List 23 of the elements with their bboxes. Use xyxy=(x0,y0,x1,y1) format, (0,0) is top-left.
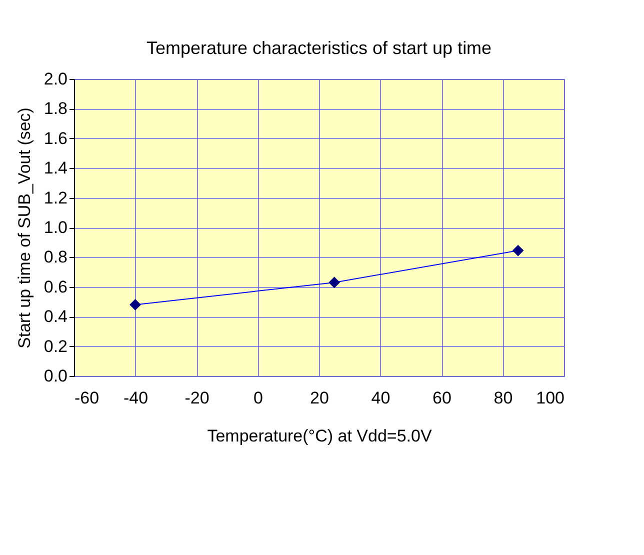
chart-title: Temperature characteristics of start up time xyxy=(146,38,492,58)
x-tick-label: -20 xyxy=(184,388,210,408)
x-tick-label: -40 xyxy=(123,388,148,408)
x-tick-label: 60 xyxy=(432,388,452,408)
y-tick-label: 1.0 xyxy=(44,218,68,237)
y-tick-label: 0.4 xyxy=(44,307,68,326)
y-tick-label: 0.8 xyxy=(44,248,68,267)
y-tick-label: 0.0 xyxy=(44,366,68,386)
x-axis-title: Temperature(°C) at Vdd=5.0V xyxy=(207,426,432,446)
y-tick-label: 0.2 xyxy=(44,336,68,356)
y-tick-label: 0.6 xyxy=(44,277,68,296)
y-axis-title: Start up time of SUB_Vout (sec) xyxy=(14,108,34,348)
y-tick-label: 2.0 xyxy=(44,70,68,88)
x-tick-label: -60 xyxy=(74,388,100,408)
y-tick-label: 1.2 xyxy=(44,188,68,208)
x-tick-label: 100 xyxy=(536,388,564,408)
x-tick-label: 20 xyxy=(310,388,329,408)
y-tick-label: 1.4 xyxy=(44,158,68,178)
x-tick-label: 0 xyxy=(254,388,263,408)
y-tick-label: 1.6 xyxy=(44,128,68,148)
x-tick-label: 80 xyxy=(494,388,513,408)
y-tick-label: 1.8 xyxy=(44,99,68,118)
x-tick-label: 40 xyxy=(371,388,390,408)
